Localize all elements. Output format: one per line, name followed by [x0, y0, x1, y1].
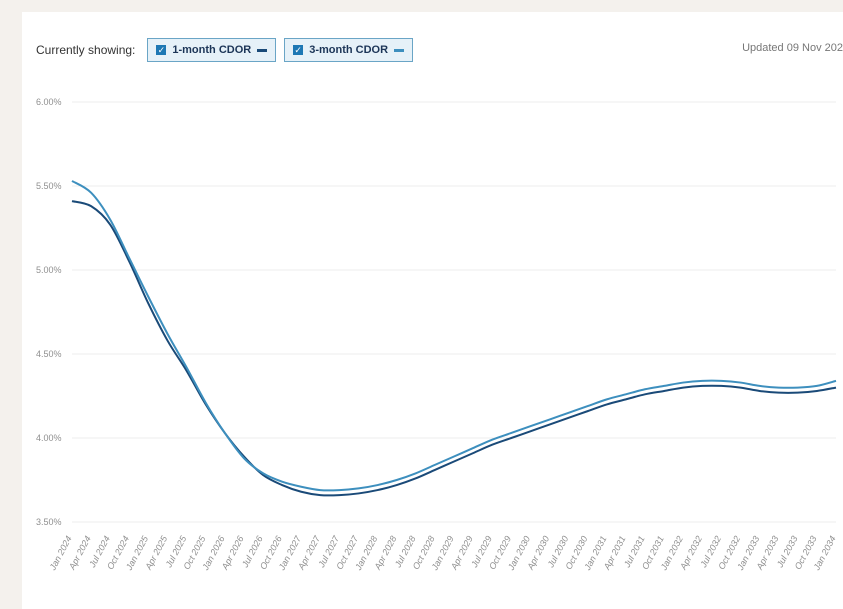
data-point[interactable]: [661, 383, 667, 389]
data-point[interactable]: [222, 430, 228, 436]
data-point[interactable]: [145, 294, 151, 300]
y-tick-label: 6.00%: [36, 97, 62, 107]
y-tick-label: 5.00%: [36, 265, 62, 275]
toggle-3-month-cdor[interactable]: ✓ 3-month CDOR: [284, 38, 414, 62]
data-point[interactable]: [451, 453, 457, 459]
data-point[interactable]: [508, 430, 514, 436]
data-point[interactable]: [527, 423, 533, 429]
data-point[interactable]: [317, 487, 323, 493]
series-selector: Currently showing: ✓ 1-month CDOR ✓ 3-mo…: [36, 38, 414, 62]
data-point[interactable]: [279, 479, 285, 485]
data-point[interactable]: [585, 403, 591, 409]
data-point[interactable]: [814, 383, 820, 389]
data-point[interactable]: [757, 383, 763, 389]
data-point[interactable]: [795, 385, 801, 391]
chart-card: Currently showing: ✓ 1-month CDOR ✓ 3-mo…: [22, 12, 843, 609]
data-point[interactable]: [623, 391, 629, 397]
series-line-1-month-cdor[interactable]: [71, 200, 837, 497]
y-tick-label: 4.00%: [36, 433, 62, 443]
data-point[interactable]: [489, 437, 495, 443]
data-point[interactable]: [241, 455, 247, 461]
data-point[interactable]: [184, 364, 190, 370]
data-point[interactable]: [432, 462, 438, 468]
updated-date: Updated 09 Nov 202: [742, 42, 843, 54]
data-point[interactable]: [642, 386, 648, 392]
toggle-label: 1-month CDOR: [172, 44, 252, 56]
currently-showing-label: Currently showing:: [36, 43, 136, 57]
data-point[interactable]: [833, 378, 839, 384]
series-swatch-icon: [394, 48, 405, 52]
series-line-3-month-cdor[interactable]: [71, 180, 837, 492]
y-tick-label: 4.50%: [36, 349, 62, 359]
data-point[interactable]: [336, 487, 342, 493]
data-point[interactable]: [566, 410, 572, 416]
data-point[interactable]: [298, 484, 304, 490]
data-point[interactable]: [107, 217, 113, 223]
data-point[interactable]: [604, 396, 610, 402]
data-point[interactable]: [88, 190, 94, 196]
data-point[interactable]: [375, 482, 381, 488]
line-chart: 3.50%4.00%4.50%5.00%5.50%6.00%Jan 2024Ap…: [36, 97, 839, 573]
data-point[interactable]: [738, 380, 744, 386]
y-tick-label: 3.50%: [36, 517, 62, 527]
data-point[interactable]: [833, 385, 839, 391]
y-tick-label: 5.50%: [36, 181, 62, 191]
data-point[interactable]: [126, 255, 132, 261]
data-point[interactable]: [699, 378, 705, 384]
data-point[interactable]: [470, 445, 476, 451]
data-point[interactable]: [413, 470, 419, 476]
data-point[interactable]: [203, 400, 209, 406]
data-point[interactable]: [394, 477, 400, 483]
data-point[interactable]: [680, 380, 686, 386]
series-swatch-icon: [257, 48, 268, 52]
data-point[interactable]: [88, 203, 94, 209]
data-point[interactable]: [356, 485, 362, 491]
data-point[interactable]: [776, 385, 782, 391]
data-point[interactable]: [547, 417, 553, 423]
checkbox-checked-icon[interactable]: ✓: [156, 45, 167, 55]
data-point[interactable]: [69, 198, 75, 204]
toggle-label: 3-month CDOR: [309, 44, 389, 56]
toggle-1-month-cdor[interactable]: ✓ 1-month CDOR: [147, 38, 277, 62]
data-point[interactable]: [718, 378, 724, 384]
data-point[interactable]: [260, 470, 266, 476]
checkbox-checked-icon[interactable]: ✓: [293, 45, 304, 55]
data-point[interactable]: [69, 178, 75, 184]
data-point[interactable]: [165, 331, 171, 337]
